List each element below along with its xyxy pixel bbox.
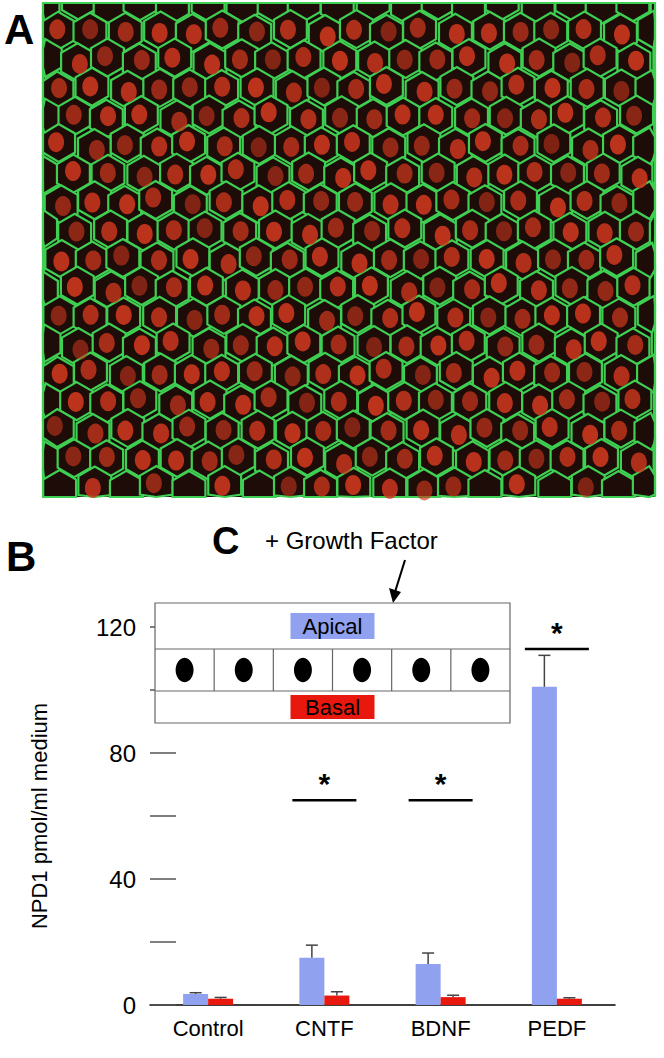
svg-text:40: 40 bbox=[109, 866, 136, 893]
svg-text:Control: Control bbox=[173, 1016, 244, 1041]
svg-text:*: * bbox=[551, 616, 563, 649]
svg-text:*: * bbox=[319, 767, 331, 800]
svg-text:CNTF: CNTF bbox=[295, 1016, 354, 1041]
svg-text:BDNF: BDNF bbox=[411, 1016, 471, 1041]
svg-text:PEDF: PEDF bbox=[528, 1016, 587, 1041]
svg-text:NPD1 pmol/ml medium: NPD1 pmol/ml medium bbox=[27, 703, 52, 929]
svg-text:C: C bbox=[212, 520, 239, 562]
svg-text:0: 0 bbox=[123, 992, 136, 1019]
svg-text:Apical: Apical bbox=[303, 614, 363, 639]
svg-text:80: 80 bbox=[109, 740, 136, 767]
svg-text:*: * bbox=[435, 767, 447, 800]
svg-text:A: A bbox=[4, 6, 34, 53]
svg-text:120: 120 bbox=[96, 614, 136, 641]
svg-text:+ Growth Factor: + Growth Factor bbox=[265, 527, 438, 554]
svg-text:Basal: Basal bbox=[305, 695, 360, 720]
svg-text:B: B bbox=[6, 533, 36, 580]
